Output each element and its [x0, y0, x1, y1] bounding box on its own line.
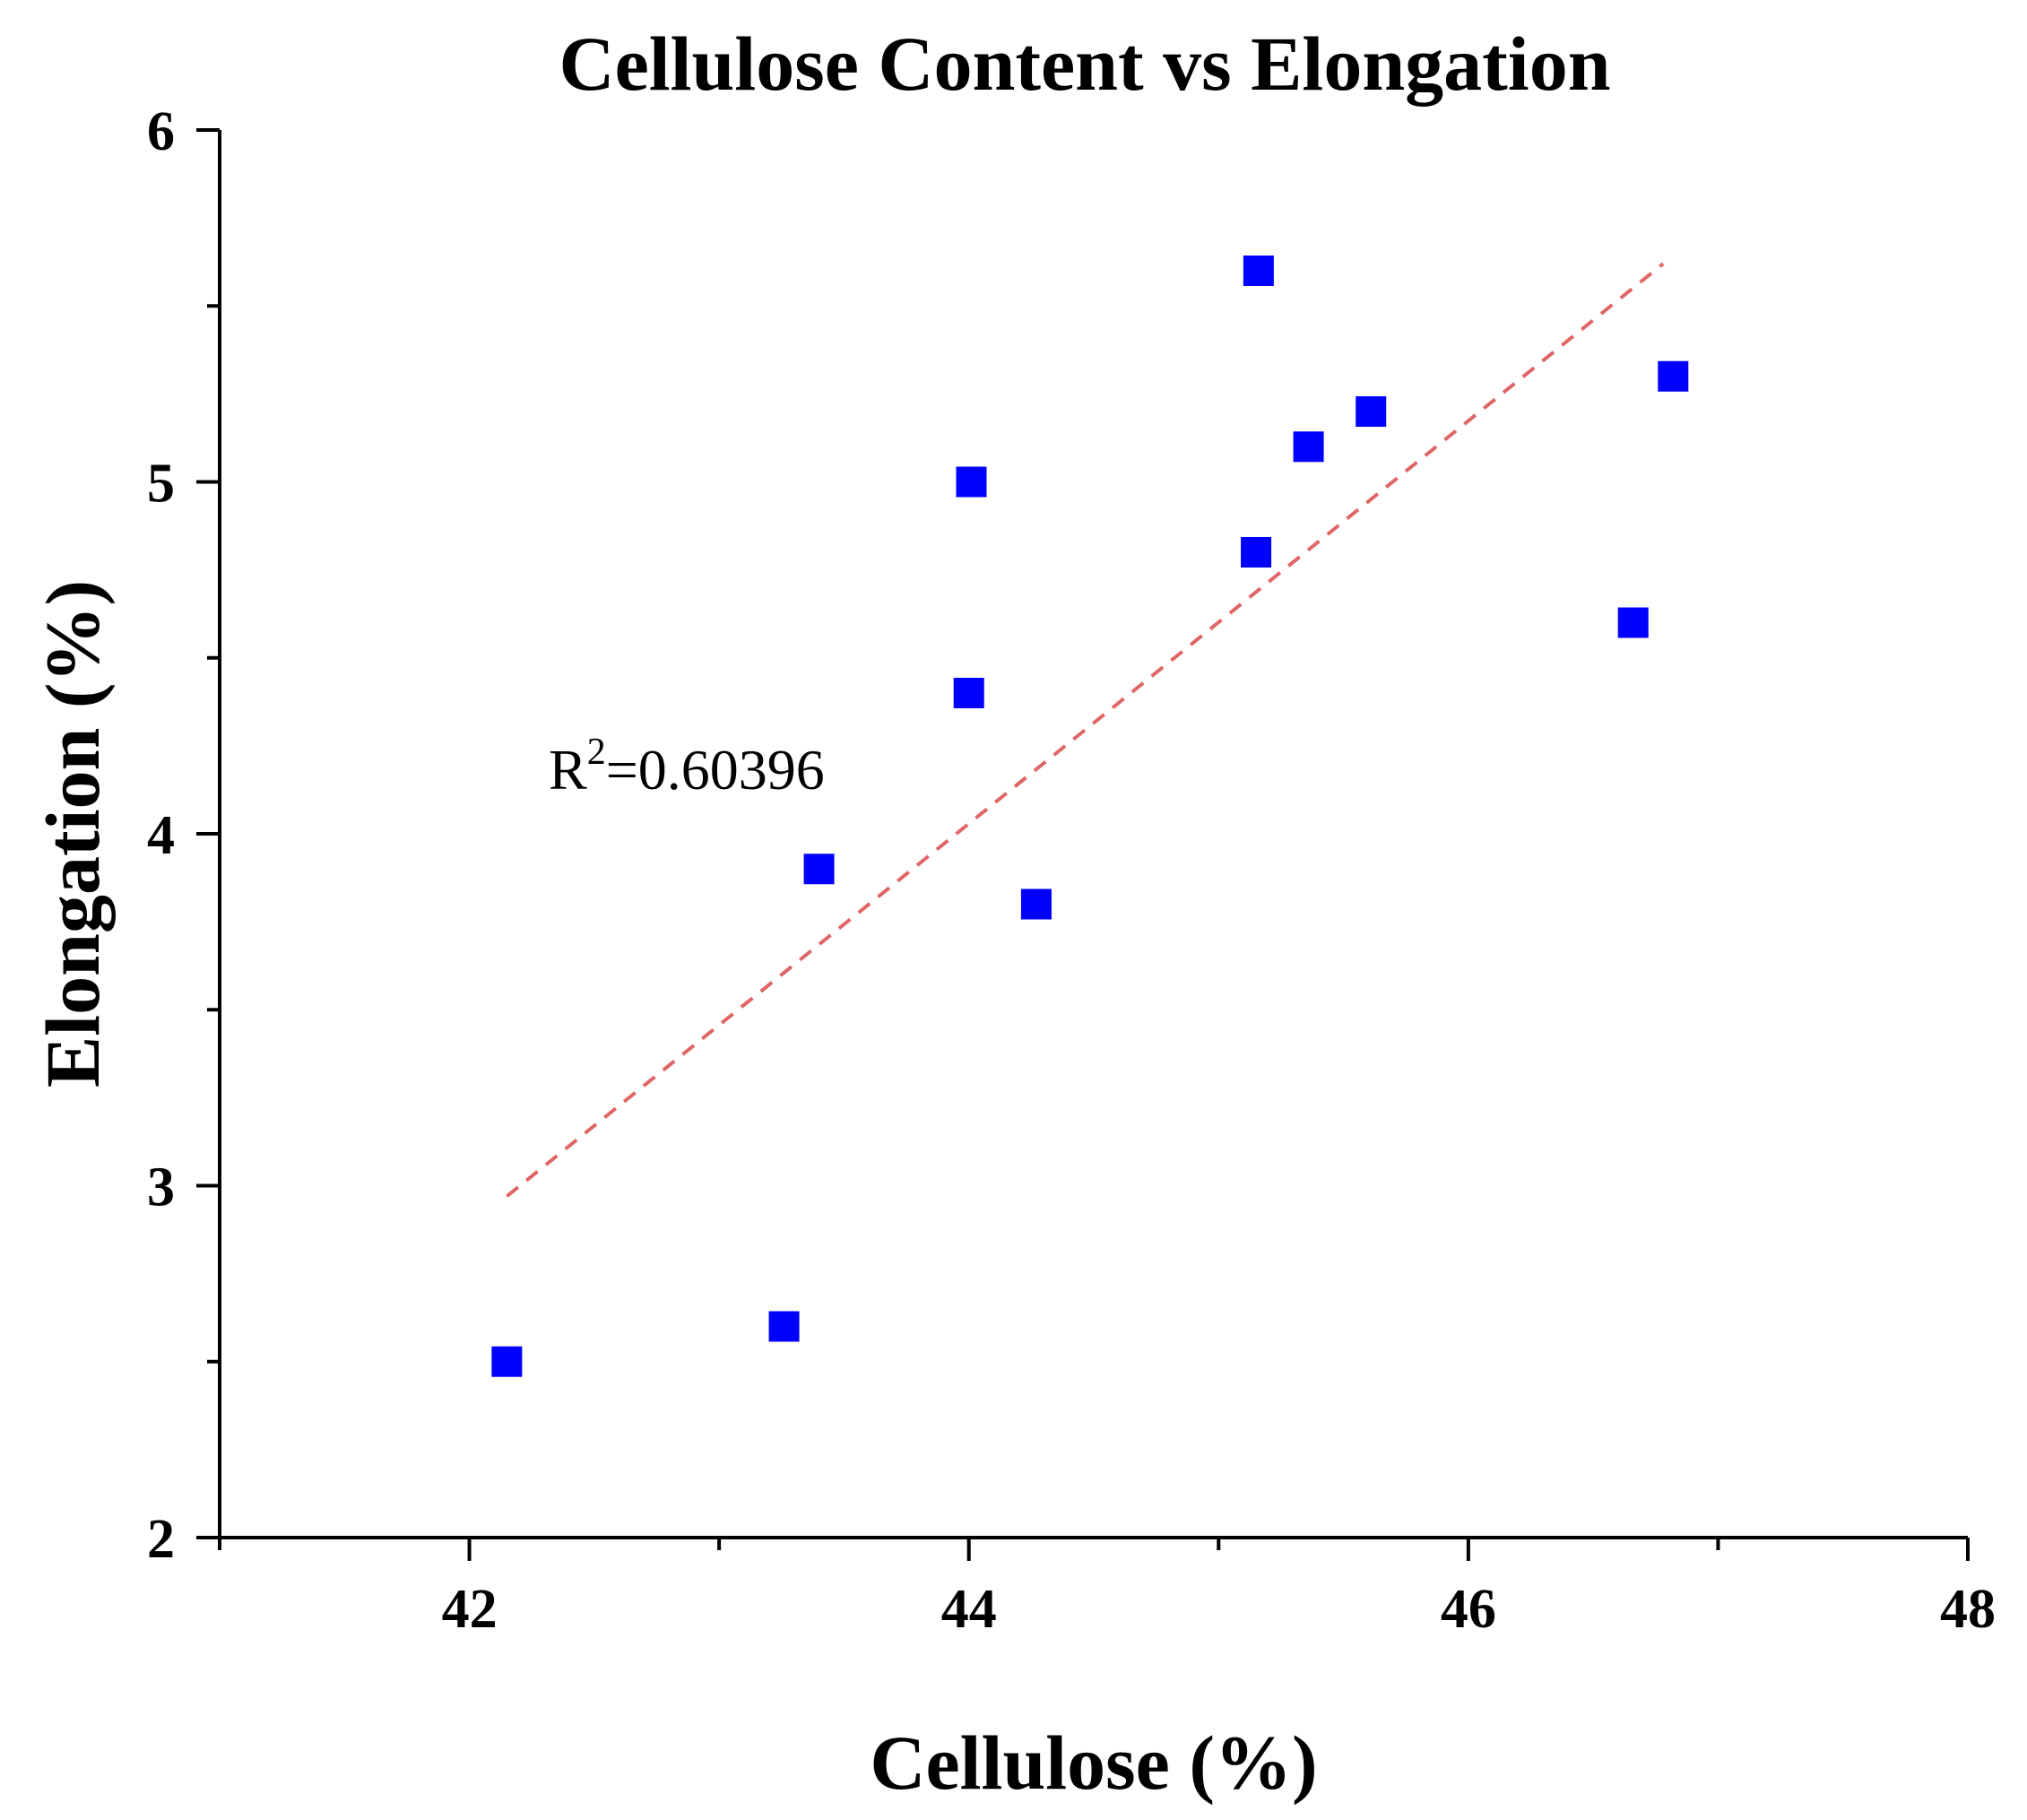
- data-point: [953, 678, 984, 708]
- x-tick-label: 46: [1441, 1579, 1496, 1640]
- data-point: [1243, 256, 1274, 286]
- chart-title: Cellulose Content vs Elongation: [559, 21, 1610, 107]
- data-point: [1293, 431, 1324, 463]
- y-tick-label: 4: [147, 805, 175, 866]
- y-tick-label: 6: [147, 101, 175, 162]
- x-tick-label: 42: [442, 1579, 498, 1640]
- data-point: [956, 466, 987, 498]
- y-tick-label: 3: [147, 1157, 175, 1218]
- x-tick-label: 44: [941, 1579, 997, 1640]
- x-tick-label: 48: [1940, 1579, 1996, 1640]
- data-point: [1658, 360, 1689, 392]
- y-axis-label: Elongation (%): [30, 580, 116, 1088]
- x-axis-label: Cellulose (%): [870, 1720, 1317, 1806]
- y-tick-label: 2: [147, 1509, 175, 1570]
- data-point: [1241, 537, 1272, 568]
- x-ticks: 42 44 46 48: [218, 1538, 1996, 1640]
- data-point: [491, 1346, 523, 1377]
- data-point: [1617, 607, 1649, 638]
- data-points: [491, 256, 1689, 1377]
- data-point: [768, 1311, 800, 1342]
- trendline: [506, 262, 1665, 1198]
- trendline-group: [506, 262, 1665, 1198]
- r-squared-base: R: [549, 738, 587, 802]
- data-point: [1356, 396, 1387, 427]
- r-squared-superscript: 2: [587, 732, 606, 773]
- axes: [218, 130, 1968, 1539]
- y-ticks: 2 3 4 5 6: [147, 101, 220, 1570]
- y-tick-label: 5: [147, 454, 175, 515]
- r-squared-value: =0.60396: [606, 738, 825, 802]
- r-squared-annotation: R2=0.60396: [549, 732, 825, 802]
- data-point: [803, 854, 835, 885]
- data-point: [1020, 888, 1052, 920]
